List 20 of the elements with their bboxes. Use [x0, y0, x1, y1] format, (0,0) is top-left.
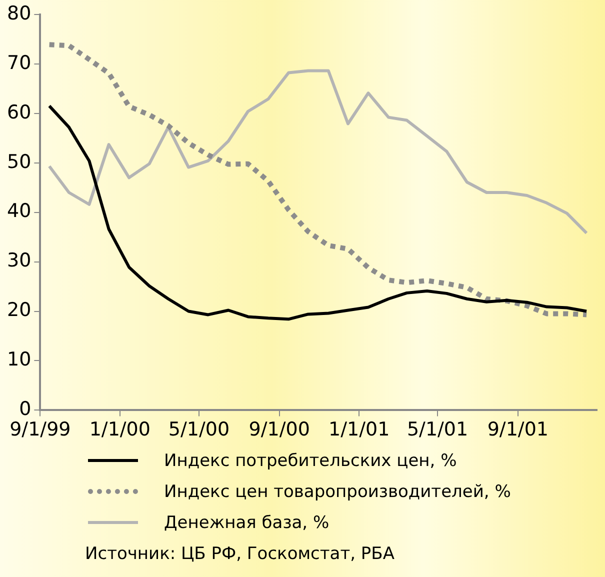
y-tick-label: 80: [6, 2, 32, 24]
x-tick-label: 9/1/00: [248, 418, 310, 441]
legend-label: Денежная база, %: [164, 512, 330, 532]
legend-label: Индекс потребительских цен, %: [164, 450, 457, 470]
y-tick-label: 40: [6, 200, 32, 222]
x-tick-label: 1/1/00: [89, 418, 150, 441]
y-tick-label: 30: [6, 250, 32, 272]
legend-label: Индекс цен товаропроизводителей, %: [164, 482, 511, 502]
y-tick-label: 0: [19, 398, 32, 420]
y-tick-label: 70: [6, 52, 32, 74]
y-tick-label: 20: [6, 299, 32, 322]
text: Источник: ЦБ РФ, Госкомстат, РБА: [84, 543, 396, 564]
x-tick-label: 1/1/01: [328, 418, 390, 441]
y-tick-label: 50: [6, 150, 32, 173]
y-tick-label: 10: [6, 348, 32, 371]
x-tick-label: 5/1/01: [406, 418, 468, 441]
x-tick-label: 9/1/99: [10, 418, 71, 441]
y-tick-label: 60: [6, 101, 32, 124]
x-tick-label: 5/1/00: [168, 418, 230, 441]
x-tick-label: 9/1/01: [487, 418, 548, 441]
